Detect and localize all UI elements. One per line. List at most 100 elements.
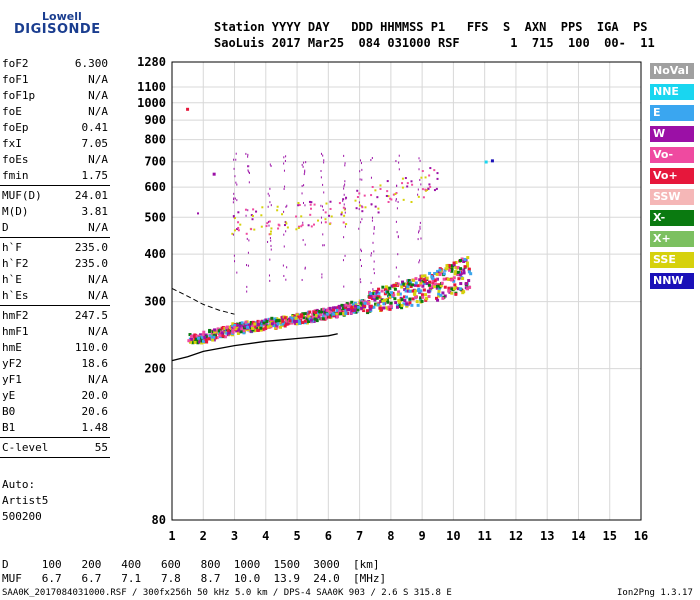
param-key: fxI	[2, 137, 22, 150]
o-trace-point	[363, 304, 367, 308]
second-hop-point	[428, 174, 431, 177]
o-trace-point	[228, 327, 232, 331]
o-trace-point	[405, 302, 409, 306]
second-hop-point	[310, 201, 313, 204]
noise-point	[344, 211, 346, 214]
x-tick-label: 5	[293, 529, 300, 543]
noise-point	[270, 244, 272, 247]
legend-item-e: E	[650, 105, 694, 121]
noise-point	[344, 225, 346, 228]
o-trace-point	[425, 276, 429, 280]
o-trace-point	[284, 319, 288, 323]
noise-point	[418, 157, 420, 160]
second-hop-point	[387, 200, 390, 203]
o-trace-point	[350, 305, 354, 309]
o-trace-point	[420, 299, 424, 303]
o-trace-point	[408, 301, 412, 305]
noise-point	[320, 170, 322, 173]
o-trace-point	[428, 271, 432, 275]
o-trace-point	[344, 303, 348, 307]
o-trace-point	[205, 340, 209, 344]
o-trace-point	[368, 295, 372, 299]
second-hop-point	[377, 211, 380, 214]
second-hop-point	[374, 205, 377, 208]
o-trace-point	[307, 319, 311, 323]
second-hop-point	[231, 232, 234, 235]
second-hop-point	[429, 167, 432, 170]
legend-item-vo: Vo+	[650, 168, 694, 184]
noise-point	[418, 229, 420, 232]
second-hop-point	[433, 189, 436, 192]
noise-point	[245, 214, 247, 217]
footer-file-info: SAA0K_2017084031000.RSF / 300fx256h 50 k…	[2, 588, 452, 598]
o-trace-point	[201, 339, 205, 343]
o-trace-point	[377, 287, 381, 291]
noise-point	[284, 220, 286, 223]
dashed-curve	[171, 287, 235, 315]
o-trace-point	[434, 282, 438, 286]
o-trace-point	[353, 301, 357, 305]
o-trace-point	[253, 322, 257, 326]
o-trace-point	[215, 336, 219, 340]
o-trace-point	[414, 295, 418, 299]
second-hop-point	[343, 208, 346, 211]
x-tick-label: 13	[540, 529, 554, 543]
o-trace-point	[338, 306, 342, 310]
noise-point	[370, 176, 372, 179]
second-hop-point	[411, 183, 414, 186]
o-trace-point	[242, 331, 246, 335]
o-trace-point	[414, 289, 418, 293]
o-trace-point	[393, 283, 397, 287]
param-value: 0.41	[81, 121, 109, 134]
o-trace-point	[432, 279, 436, 283]
o-trace-point	[365, 300, 369, 304]
noise-point	[418, 231, 420, 234]
o-trace-point	[340, 310, 344, 314]
o-trace-point	[207, 337, 211, 341]
o-trace-point	[300, 313, 304, 317]
o-trace-point	[320, 310, 324, 314]
o-trace-point	[419, 298, 423, 302]
noise-point	[343, 236, 345, 239]
o-trace-point	[290, 319, 294, 323]
o-trace-point	[317, 315, 321, 319]
o-trace-point	[375, 289, 379, 293]
noise-point	[247, 153, 249, 156]
o-trace-point	[275, 325, 279, 329]
noise-point	[320, 152, 322, 155]
x-tick-label: 4	[262, 529, 269, 543]
o-trace-point	[384, 298, 388, 302]
o-trace-point	[391, 291, 395, 295]
stray-point	[212, 172, 216, 176]
o-trace-point	[299, 314, 303, 318]
o-trace-point	[381, 299, 385, 303]
second-hop-point	[364, 206, 367, 209]
second-hop-point	[329, 207, 332, 210]
noise-point	[248, 172, 250, 175]
second-hop-point	[310, 225, 313, 228]
second-hop-point	[389, 197, 392, 200]
noise-point	[246, 237, 248, 240]
o-trace-point	[305, 317, 309, 321]
second-hop-point	[239, 223, 242, 226]
param-row-foes: foEs N/A	[2, 152, 108, 168]
o-trace-point	[260, 323, 264, 327]
o-trace-point	[264, 318, 268, 322]
y-tick-label: 900	[144, 113, 166, 127]
o-trace-point	[386, 290, 390, 294]
param-value: 235.0	[74, 241, 108, 254]
y-tick-label: 500	[144, 210, 166, 224]
noise-point	[284, 159, 286, 162]
second-hop-point	[269, 232, 272, 235]
o-trace-point	[244, 324, 248, 328]
param-value: N/A	[88, 153, 108, 166]
o-trace-point	[452, 261, 456, 265]
o-trace-point	[204, 335, 208, 339]
param-key: hmE	[2, 341, 22, 354]
o-trace-point	[435, 272, 439, 276]
auto-block: Auto: Artist5 500200	[2, 477, 48, 525]
noise-point	[285, 278, 287, 281]
noise-point	[373, 232, 375, 235]
noise-point	[359, 278, 361, 281]
noise-point	[235, 152, 237, 155]
